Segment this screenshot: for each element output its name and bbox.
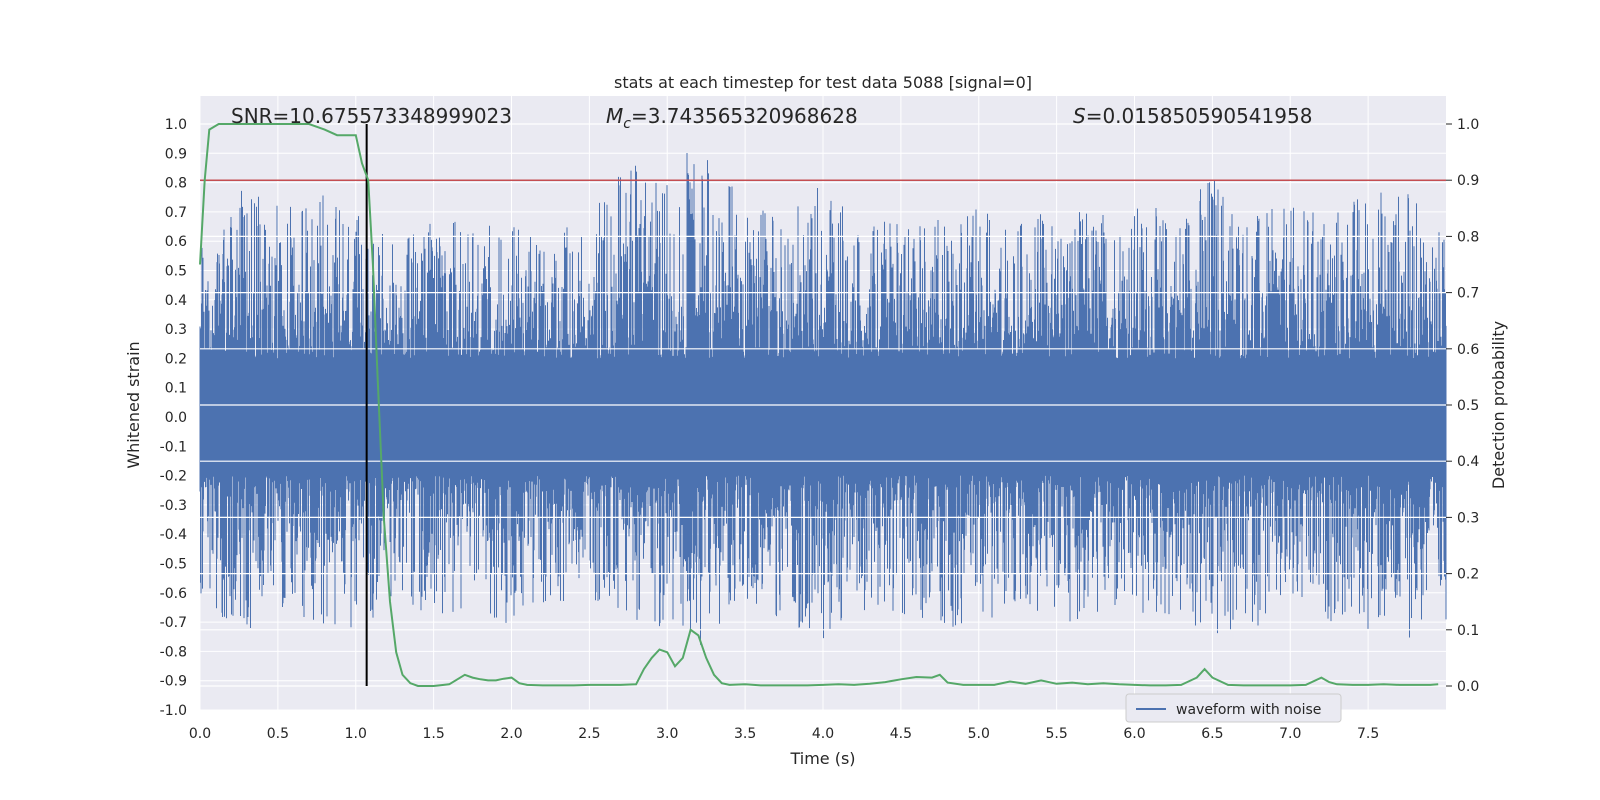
legend: waveform with noise	[1125, 693, 1342, 723]
s-value: =0.015850590541958	[1086, 104, 1313, 128]
y-right-tick-label: 0.9	[1457, 173, 1479, 189]
y-left-tick-label: 0.9	[165, 146, 187, 162]
y-left-tick-label: 0.4	[165, 293, 187, 309]
y-left-tick-label: 0.7	[165, 205, 187, 221]
y-left-tick-label: -0.3	[160, 498, 187, 514]
y-left-tick-label: -0.7	[160, 615, 187, 631]
y-right-tick-label: 0.3	[1457, 510, 1479, 526]
y-right-tick-label: 1.0	[1457, 117, 1479, 133]
y-right-tick-label: 0.0	[1457, 679, 1479, 695]
y-right-tick-label: 0.2	[1457, 567, 1479, 583]
s-symbol: S	[1073, 104, 1086, 128]
y-right-tick-labels: 1.0 0.9 0.8 0.7 0.6 0.5 0.4 0.3 0.2 0.1 0.0	[1446, 117, 1479, 695]
x-tick-label: 2.0	[500, 726, 522, 742]
y-left-tick-label: -0.5	[160, 557, 187, 573]
y-left-tick-label: -0.4	[160, 527, 187, 543]
probability-line	[199, 123, 1439, 687]
x-axis-label: Time (s)	[789, 749, 855, 768]
mc-subscript: c	[623, 116, 631, 132]
x-tick-label: 3.5	[734, 726, 756, 742]
waveform-core-band	[200, 358, 1446, 476]
y-left-tick-label: -0.6	[160, 586, 187, 602]
y-left-tick-label: 0.1	[165, 381, 187, 397]
y-left-tick-label: -0.2	[160, 469, 187, 485]
x-tick-label: 6.5	[1201, 726, 1223, 742]
waveform-series	[199, 153, 1447, 645]
x-tick-label: 1.5	[422, 726, 444, 742]
s-annotation: S=0.015850590541958	[1073, 104, 1312, 128]
mc-symbol: M	[606, 104, 623, 128]
y-right-tick-label: 0.8	[1457, 229, 1479, 245]
probability-series	[199, 123, 1439, 687]
y-right-tick-label: 0.6	[1457, 342, 1479, 358]
legend-box	[1125, 693, 1342, 723]
x-tick-label: 4.5	[890, 726, 912, 742]
x-tick-label: 2.5	[578, 726, 600, 742]
y-left-tick-labels: 1.0 0.9 0.8 0.7 0.6 0.5 0.4 0.3 0.2 0.1 0.0 -0.1 -0.…	[160, 117, 187, 719]
y-axis-label-right: Detection probability	[1489, 321, 1508, 489]
mc-annotation: Mc=3.743565320968628	[606, 104, 858, 132]
snr-annotation: SNR=10.675573348999023	[231, 104, 512, 128]
y-left-tick-label: 0.6	[165, 234, 187, 250]
y-left-tick-label: 0.5	[165, 264, 187, 280]
x-tick-label: 5.5	[1045, 726, 1067, 742]
x-tick-label: 4.0	[812, 726, 834, 742]
y-left-tick-label: 0.2	[165, 351, 187, 367]
x-tick-label: 3.0	[656, 726, 678, 742]
x-tick-label: 0.5	[267, 726, 289, 742]
y-right-tick-label: 0.4	[1457, 454, 1479, 470]
x-tick-label: 6.0	[1123, 726, 1145, 742]
x-tick-label: 7.0	[1279, 726, 1301, 742]
y-right-tick-label: 0.5	[1457, 398, 1479, 414]
y-left-tick-label: -0.1	[160, 439, 187, 455]
x-tick-label: 0.0	[189, 726, 211, 742]
x-tick-labels: 0.0 0.5 1.0 1.5 2.0 2.5 3.0 3.5 4.0 4.5 5.0 5.5 6.0 6…	[189, 726, 1379, 742]
x-tick-label: 1.0	[345, 726, 367, 742]
chart-title: stats at each timestep for test data 508…	[614, 73, 1032, 92]
y-right-tick-label: 0.1	[1457, 623, 1479, 639]
y-left-tick-label: 1.0	[165, 117, 187, 133]
y-left-tick-label: 0.3	[165, 322, 187, 338]
x-tick-label: 5.0	[968, 726, 990, 742]
x-tick-label: 7.5	[1357, 726, 1379, 742]
y-left-tick-label: -0.9	[160, 674, 187, 690]
mc-value: =3.743565320968628	[631, 104, 858, 128]
y-left-tick-label: 0.0	[165, 410, 187, 426]
y-left-tick-label: -0.8	[160, 644, 187, 660]
y-right-tick-label: 0.7	[1457, 286, 1479, 302]
y-axis-label-left: Whitened strain	[124, 341, 143, 468]
y-left-tick-label: 0.8	[165, 176, 187, 192]
legend-label-waveform: waveform with noise	[1176, 702, 1321, 718]
y-left-tick-label: -1.0	[160, 703, 187, 719]
